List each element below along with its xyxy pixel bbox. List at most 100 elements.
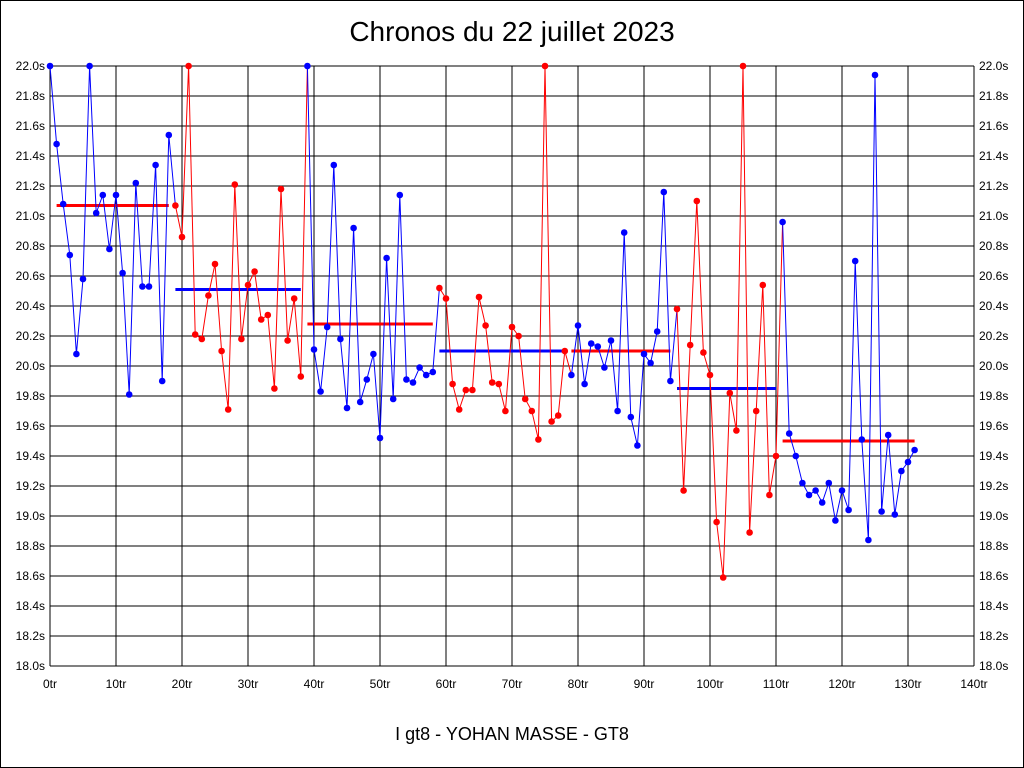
data-point [759,281,767,289]
data-point [726,389,734,397]
x-tick-label: 40tr [304,677,325,691]
series-line [306,65,440,439]
data-point [356,398,364,406]
y-tick-label-right: 20.6s [979,269,1008,283]
data-point [871,71,879,79]
y-tick-label: 20.0s [16,359,45,373]
y-tick-label-right: 20.2s [979,329,1008,343]
data-point [462,386,470,394]
data-point [125,391,133,398]
y-tick-label: 19.4s [16,449,45,463]
data-point [614,407,621,415]
y-tick-label: 19.2s [16,479,45,493]
y-tick-label: 21.0s [16,209,45,223]
data-point [343,404,351,412]
y-tick-label: 20.6s [16,269,45,283]
data-point [132,179,140,187]
data-point [561,347,569,355]
data-point [422,371,430,379]
y-tick-label: 20.4s [16,299,45,313]
x-tick-label: 60tr [436,677,457,691]
data-point [746,529,753,536]
data-point [601,364,608,371]
data-point [904,458,912,466]
data-point [515,332,522,340]
y-tick-label-right: 21.4s [979,149,1008,163]
data-point [825,479,833,487]
y-tick-label: 18.6s [16,569,45,583]
data-point [211,260,219,268]
data-point [251,268,258,275]
data-point [700,349,707,356]
data-point [112,191,120,199]
y-tick-label-right: 22.0s [979,59,1008,73]
y-tick-label-right: 19.8s [979,389,1008,403]
data-point [449,380,456,388]
data-point [607,337,615,344]
series-line [49,65,176,395]
data-point [587,340,595,347]
series-line [782,74,916,541]
data-point [53,140,60,148]
data-point [752,407,760,415]
data-point [317,388,324,395]
data-point [667,377,674,385]
y-tick-label: 21.4s [16,149,45,163]
data-point [297,373,305,380]
data-point [898,467,905,475]
y-tick-label-right: 21.0s [979,209,1008,223]
y-tick-label-right: 18.8s [979,539,1008,553]
y-tick-label: 18.4s [16,599,45,613]
data-point [389,395,397,403]
data-point [46,62,54,70]
data-point [680,487,687,494]
y-tick-label: 22.0s [16,59,45,73]
y-tick-label-right: 20.4s [979,299,1008,313]
data-point [568,371,575,379]
y-tick-label-right: 19.2s [979,479,1008,493]
data-point [59,200,67,208]
data-point [891,511,899,518]
y-tick-label-right: 18.6s [979,569,1008,583]
tick-labels: 18.0s 18.0s 18.2s 18.2s 18.4s 18.4s 18.6s 18.6s… [16,59,1009,691]
data-point [304,62,311,70]
x-tick-label: 50tr [370,677,391,691]
data-point [145,283,153,290]
series-line [676,65,784,578]
data-point [640,350,648,358]
series-group [46,62,918,581]
y-tick-label: 18.8s [16,539,45,553]
data-point [858,436,866,443]
data-point [475,293,483,301]
data-point [693,197,701,205]
data-point [376,434,384,442]
data-point [284,337,291,344]
y-tick-label-right: 20.8s [979,239,1008,253]
data-point [191,331,199,338]
data-point [733,427,740,434]
data-point [106,245,113,253]
data-point [238,335,245,343]
data-point [851,257,859,265]
data-point [766,491,773,499]
data-point [165,131,173,139]
grid [49,65,975,667]
data-point [290,295,298,302]
data-point [185,62,192,70]
data-point [838,487,846,494]
data-point [878,508,885,515]
data-point [548,418,555,425]
data-point [79,275,87,283]
y-tick-label: 21.8s [16,89,45,103]
data-point [482,322,489,329]
y-tick-label-right: 21.8s [979,89,1008,103]
data-point [528,407,536,415]
data-point [178,233,186,241]
data-point [535,436,542,443]
data-point [158,377,166,385]
data-point [337,335,344,343]
series-line [174,65,308,410]
data-point [205,292,212,299]
data-point [488,379,496,386]
y-tick-label: 18.2s [16,629,45,643]
